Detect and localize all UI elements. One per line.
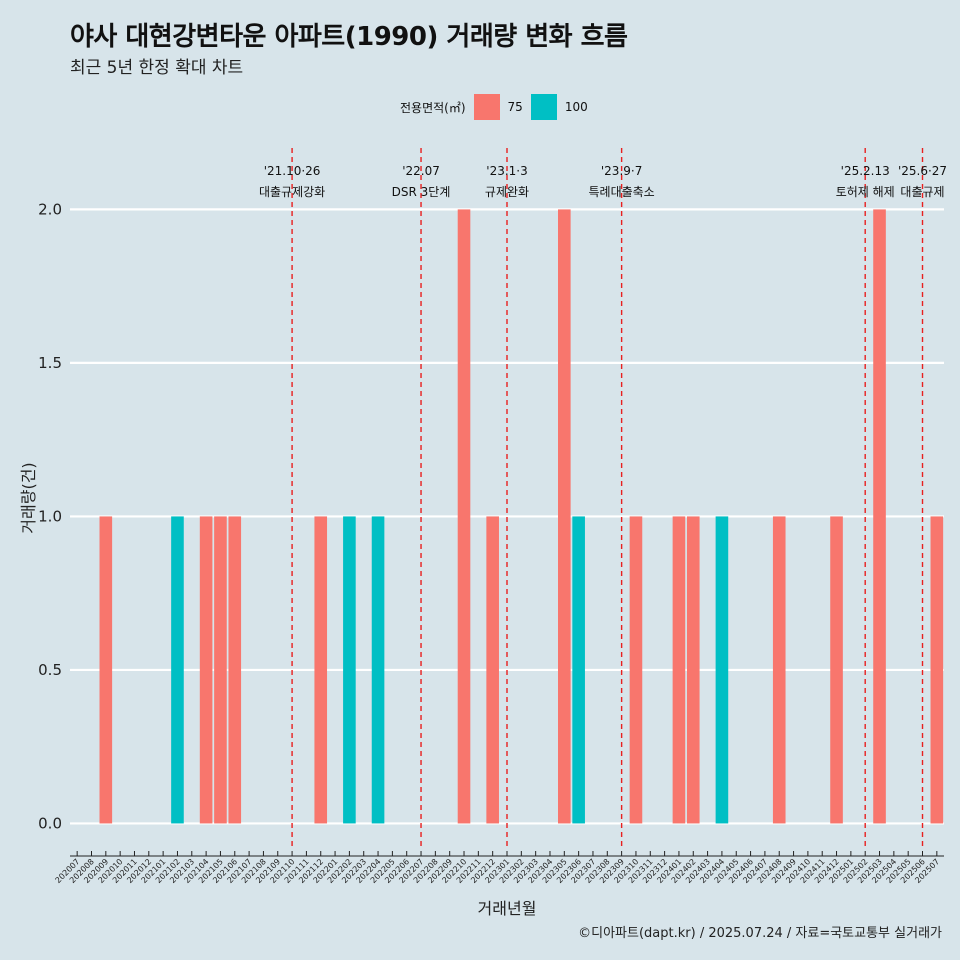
- y-tick-label: 2.0: [38, 200, 62, 218]
- chart-title: 야사 대현강변타운 아파트(1990) 거래량 변화 흐름: [70, 22, 628, 52]
- y-axis-title: 거래량(건): [19, 462, 38, 533]
- bar-100-202306: [572, 516, 585, 824]
- y-tick-label: 1.5: [38, 354, 62, 372]
- bar-75-202212: [486, 516, 499, 824]
- bar-100-202102: [171, 516, 184, 824]
- bar-75-202310: [629, 516, 643, 824]
- y-tick-label: 0.5: [38, 661, 62, 679]
- y-tick-label: 1.0: [38, 507, 62, 525]
- bar-100-202404: [715, 516, 729, 824]
- event-desc-label: 특례대출축소: [588, 185, 654, 199]
- event-desc-label: 대출규제: [900, 185, 944, 199]
- event-desc-label: 대출규제강화: [259, 185, 325, 199]
- bar-75-202210: [457, 209, 471, 824]
- event-date-label: '23.1·3: [486, 164, 527, 178]
- legend-label-75: 75: [507, 100, 523, 114]
- caption: ©디아파트(dapt.kr) / 2025.07.24 / 자료=국토교통부 실…: [578, 926, 942, 941]
- legend: 전용면적(㎡) 75 100: [400, 93, 596, 121]
- bar-75-202402: [686, 516, 700, 824]
- event-date-label: '23.9·7: [601, 164, 642, 178]
- event-desc-label: DSR 3단계: [392, 185, 451, 199]
- y-tick-label: 0.0: [38, 814, 62, 832]
- bar-75-202009: [99, 516, 113, 824]
- bar-75-202105: [214, 516, 227, 824]
- bar-75-202401: [672, 516, 686, 824]
- event-date-label: '22.07: [402, 164, 440, 178]
- bar-100-202204: [371, 516, 385, 824]
- bar-75-202503: [873, 209, 886, 824]
- bar-75-202112: [314, 516, 328, 824]
- event-date-label: '21.10·26: [264, 164, 321, 178]
- bar-75-202507: [930, 516, 944, 824]
- legend-key-100: [530, 94, 557, 120]
- event-date-label: '25.2.13: [841, 164, 890, 178]
- legend-title: 전용면적(㎡): [400, 100, 466, 115]
- event-date-label: '25.6·27: [898, 164, 947, 178]
- chart-subtitle: 최근 5년 한정 확대 차트: [70, 58, 244, 78]
- bar-75-202412: [830, 516, 843, 824]
- bar-75-202305: [558, 209, 571, 824]
- event-desc-label: 규제완화: [485, 185, 529, 199]
- bar-75-202408: [772, 516, 786, 824]
- bar-100-202202: [343, 516, 356, 824]
- legend-key-75: [473, 94, 500, 120]
- x-axis-title: 거래년월: [478, 899, 537, 918]
- bar-75-202104: [199, 516, 213, 824]
- legend-label-100: 100: [564, 100, 588, 114]
- bar-75-202106: [228, 516, 242, 824]
- event-desc-label: 토허제 해제: [836, 185, 895, 199]
